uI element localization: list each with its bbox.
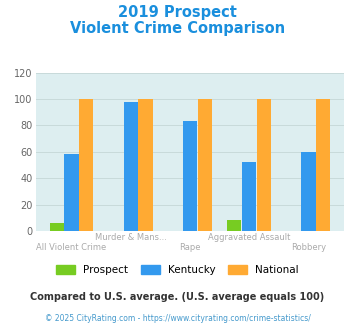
Bar [301, 152, 316, 231]
Bar [316, 99, 330, 231]
Text: Aggravated Assault: Aggravated Assault [208, 233, 290, 242]
Bar [50, 223, 64, 231]
Bar [257, 99, 271, 231]
Bar [79, 99, 93, 231]
Bar [227, 220, 241, 231]
Bar [183, 121, 197, 231]
Bar [138, 99, 153, 231]
Legend: Prospect, Kentucky, National: Prospect, Kentucky, National [52, 261, 303, 280]
Text: 2019 Prospect: 2019 Prospect [118, 5, 237, 20]
Bar [198, 99, 212, 231]
Text: Rape: Rape [179, 243, 201, 251]
Text: All Violent Crime: All Violent Crime [36, 243, 106, 251]
Text: © 2025 CityRating.com - https://www.cityrating.com/crime-statistics/: © 2025 CityRating.com - https://www.city… [45, 314, 310, 323]
Text: Violent Crime Comparison: Violent Crime Comparison [70, 21, 285, 36]
Bar [242, 162, 256, 231]
Text: Compared to U.S. average. (U.S. average equals 100): Compared to U.S. average. (U.S. average … [31, 292, 324, 302]
Bar [124, 102, 138, 231]
Bar [64, 154, 78, 231]
Text: Robbery: Robbery [291, 243, 326, 251]
Text: Murder & Mans...: Murder & Mans... [95, 233, 166, 242]
